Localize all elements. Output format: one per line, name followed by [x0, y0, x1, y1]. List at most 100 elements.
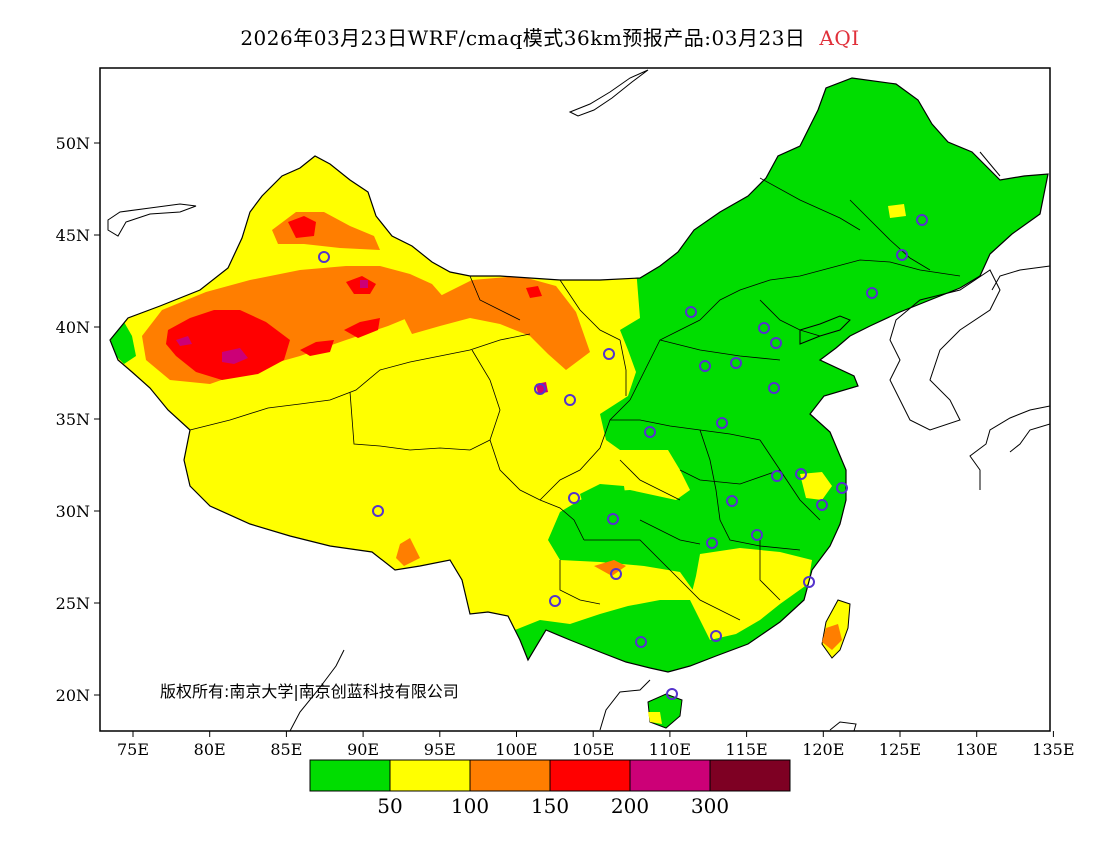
station-marker [564, 394, 576, 406]
y-axis-tick-label: 35N [56, 410, 90, 429]
station-marker [795, 468, 807, 480]
sakhalin-coast [979, 151, 1001, 177]
aqi-zone-sensitive-gansu [404, 276, 590, 370]
station-marker [685, 306, 697, 318]
x-axis: 75E 80E 85E 90E 95E 100E 105E 110E 115E 120E 125E 1… [117, 731, 1075, 759]
legend-break-label: 150 [531, 794, 569, 818]
legend-swatch [549, 759, 631, 792]
station-marker [726, 495, 738, 507]
legend-swatch [389, 759, 471, 792]
station-marker [803, 576, 815, 588]
aqi-legend: 50 100 150 200 300 [309, 759, 791, 818]
copyright-text: 版权所有:南京大学|南京创蓝科技有限公司 [160, 682, 459, 701]
aqi-zone-good-tibet [580, 484, 626, 508]
aqi-zone-unhealthy-west [300, 340, 334, 356]
x-axis-tick-label: 80E [194, 740, 226, 759]
aqi-zone-moderate-yangtze [800, 472, 832, 500]
station-marker [610, 568, 622, 580]
station-marker [916, 214, 928, 226]
y-axis: 50N 45N 40N 35N 30N 25N 20N [56, 134, 100, 705]
philippines-coast [829, 721, 857, 731]
x-axis-tick-label: 95E [424, 740, 456, 759]
station-marker [568, 492, 580, 504]
station-marker [771, 470, 783, 482]
station-marker [896, 249, 908, 261]
map-frame [99, 67, 1051, 732]
station-marker [549, 595, 561, 607]
x-axis-tick-label: 125E [879, 740, 921, 759]
station-marker [866, 287, 878, 299]
title-variable: AQI [819, 26, 860, 50]
taiwan-hotspot [822, 624, 842, 650]
legend-swatch [469, 759, 551, 792]
aqi-zone-sensitive-yunnan [594, 560, 626, 576]
aqi-zone-moderate-northeast [888, 204, 906, 218]
korea-coast [889, 269, 1001, 431]
aqi-zone-unhealthy-east-tarim [344, 318, 380, 338]
province-boundaries [189, 177, 961, 621]
aqi-zone-sensitive-tibet [396, 538, 420, 566]
station-marker [730, 357, 742, 369]
station-marker [816, 499, 828, 511]
y-axis-tick-label: 40N [56, 318, 90, 337]
aqi-zone-very-unhealthy-4 [360, 280, 368, 288]
x-axis-tick-label: 115E [725, 740, 767, 759]
station-marker [318, 251, 330, 263]
station-marker [607, 513, 619, 525]
station-marker [751, 529, 763, 541]
hainan-moderate [648, 712, 662, 724]
station-marker [666, 688, 678, 700]
legend-swatch [309, 759, 391, 792]
aqi-zone-moderate-south [690, 548, 812, 640]
station-marker [710, 630, 722, 642]
title-main: 2026年03月23日WRF/cmaq模式36km预报产品:03月23日 [240, 26, 806, 50]
map-title: 2026年03月23日WRF/cmaq模式36km预报产品:03月23日 AQI [0, 22, 1100, 51]
station-marker [603, 348, 615, 360]
station-marker [768, 382, 780, 394]
coastlines [107, 69, 1050, 731]
x-axis-tick-label: 130E [956, 740, 998, 759]
aqi-zone-unhealthy-north [288, 216, 316, 238]
bohai-coast [799, 315, 851, 345]
x-axis-tick-label: 90E [347, 740, 379, 759]
x-axis-tick-label: 120E [802, 740, 844, 759]
japan-coast [969, 265, 1050, 490]
legend-swatch [709, 759, 791, 792]
legend-break-label: 200 [611, 794, 649, 818]
station-marker [644, 426, 656, 438]
station-marker [770, 337, 782, 349]
y-axis-tick-label: 30N [56, 502, 90, 521]
bay-of-bengal-coast [289, 649, 345, 731]
station-marker [758, 322, 770, 334]
station-marker [716, 417, 728, 429]
aqi-zone-very-unhealthy-1 [222, 348, 248, 364]
balkhash-lake [107, 203, 197, 237]
legend-break-label: 300 [691, 794, 729, 818]
x-axis-tick-label: 105E [572, 740, 614, 759]
legend-break-label: 100 [451, 794, 489, 818]
y-axis-tick-label: 45N [56, 226, 90, 245]
station-marker [635, 636, 647, 648]
x-axis-tick-label: 75E [117, 740, 149, 759]
aqi-zone-very-unhealthy-2 [176, 336, 192, 346]
map-plot-area: 版权所有:南京大学|南京创蓝科技有限公司 [100, 68, 1050, 731]
station-markers [318, 214, 928, 700]
aqi-zone-unhealthy-tarim [166, 310, 290, 380]
baikal-lake [568, 69, 649, 117]
x-axis-tick-label: 135E [1032, 740, 1074, 759]
legend-break-label: 50 [377, 794, 402, 818]
x-axis-tick-label: 110E [649, 740, 691, 759]
station-marker [706, 537, 718, 549]
station-marker [699, 360, 711, 372]
legend-swatch [629, 759, 711, 792]
x-axis-tick-label: 85E [270, 740, 302, 759]
y-axis-tick-label: 50N [56, 134, 90, 153]
station-marker [534, 383, 546, 395]
y-axis-tick-label: 20N [56, 686, 90, 705]
x-axis-tick-label: 100E [495, 740, 537, 759]
y-axis-tick-label: 25N [56, 594, 90, 613]
aqi-zone-unhealthy-gansu [526, 286, 542, 298]
station-marker [372, 505, 384, 517]
indochina-coast [599, 679, 651, 731]
